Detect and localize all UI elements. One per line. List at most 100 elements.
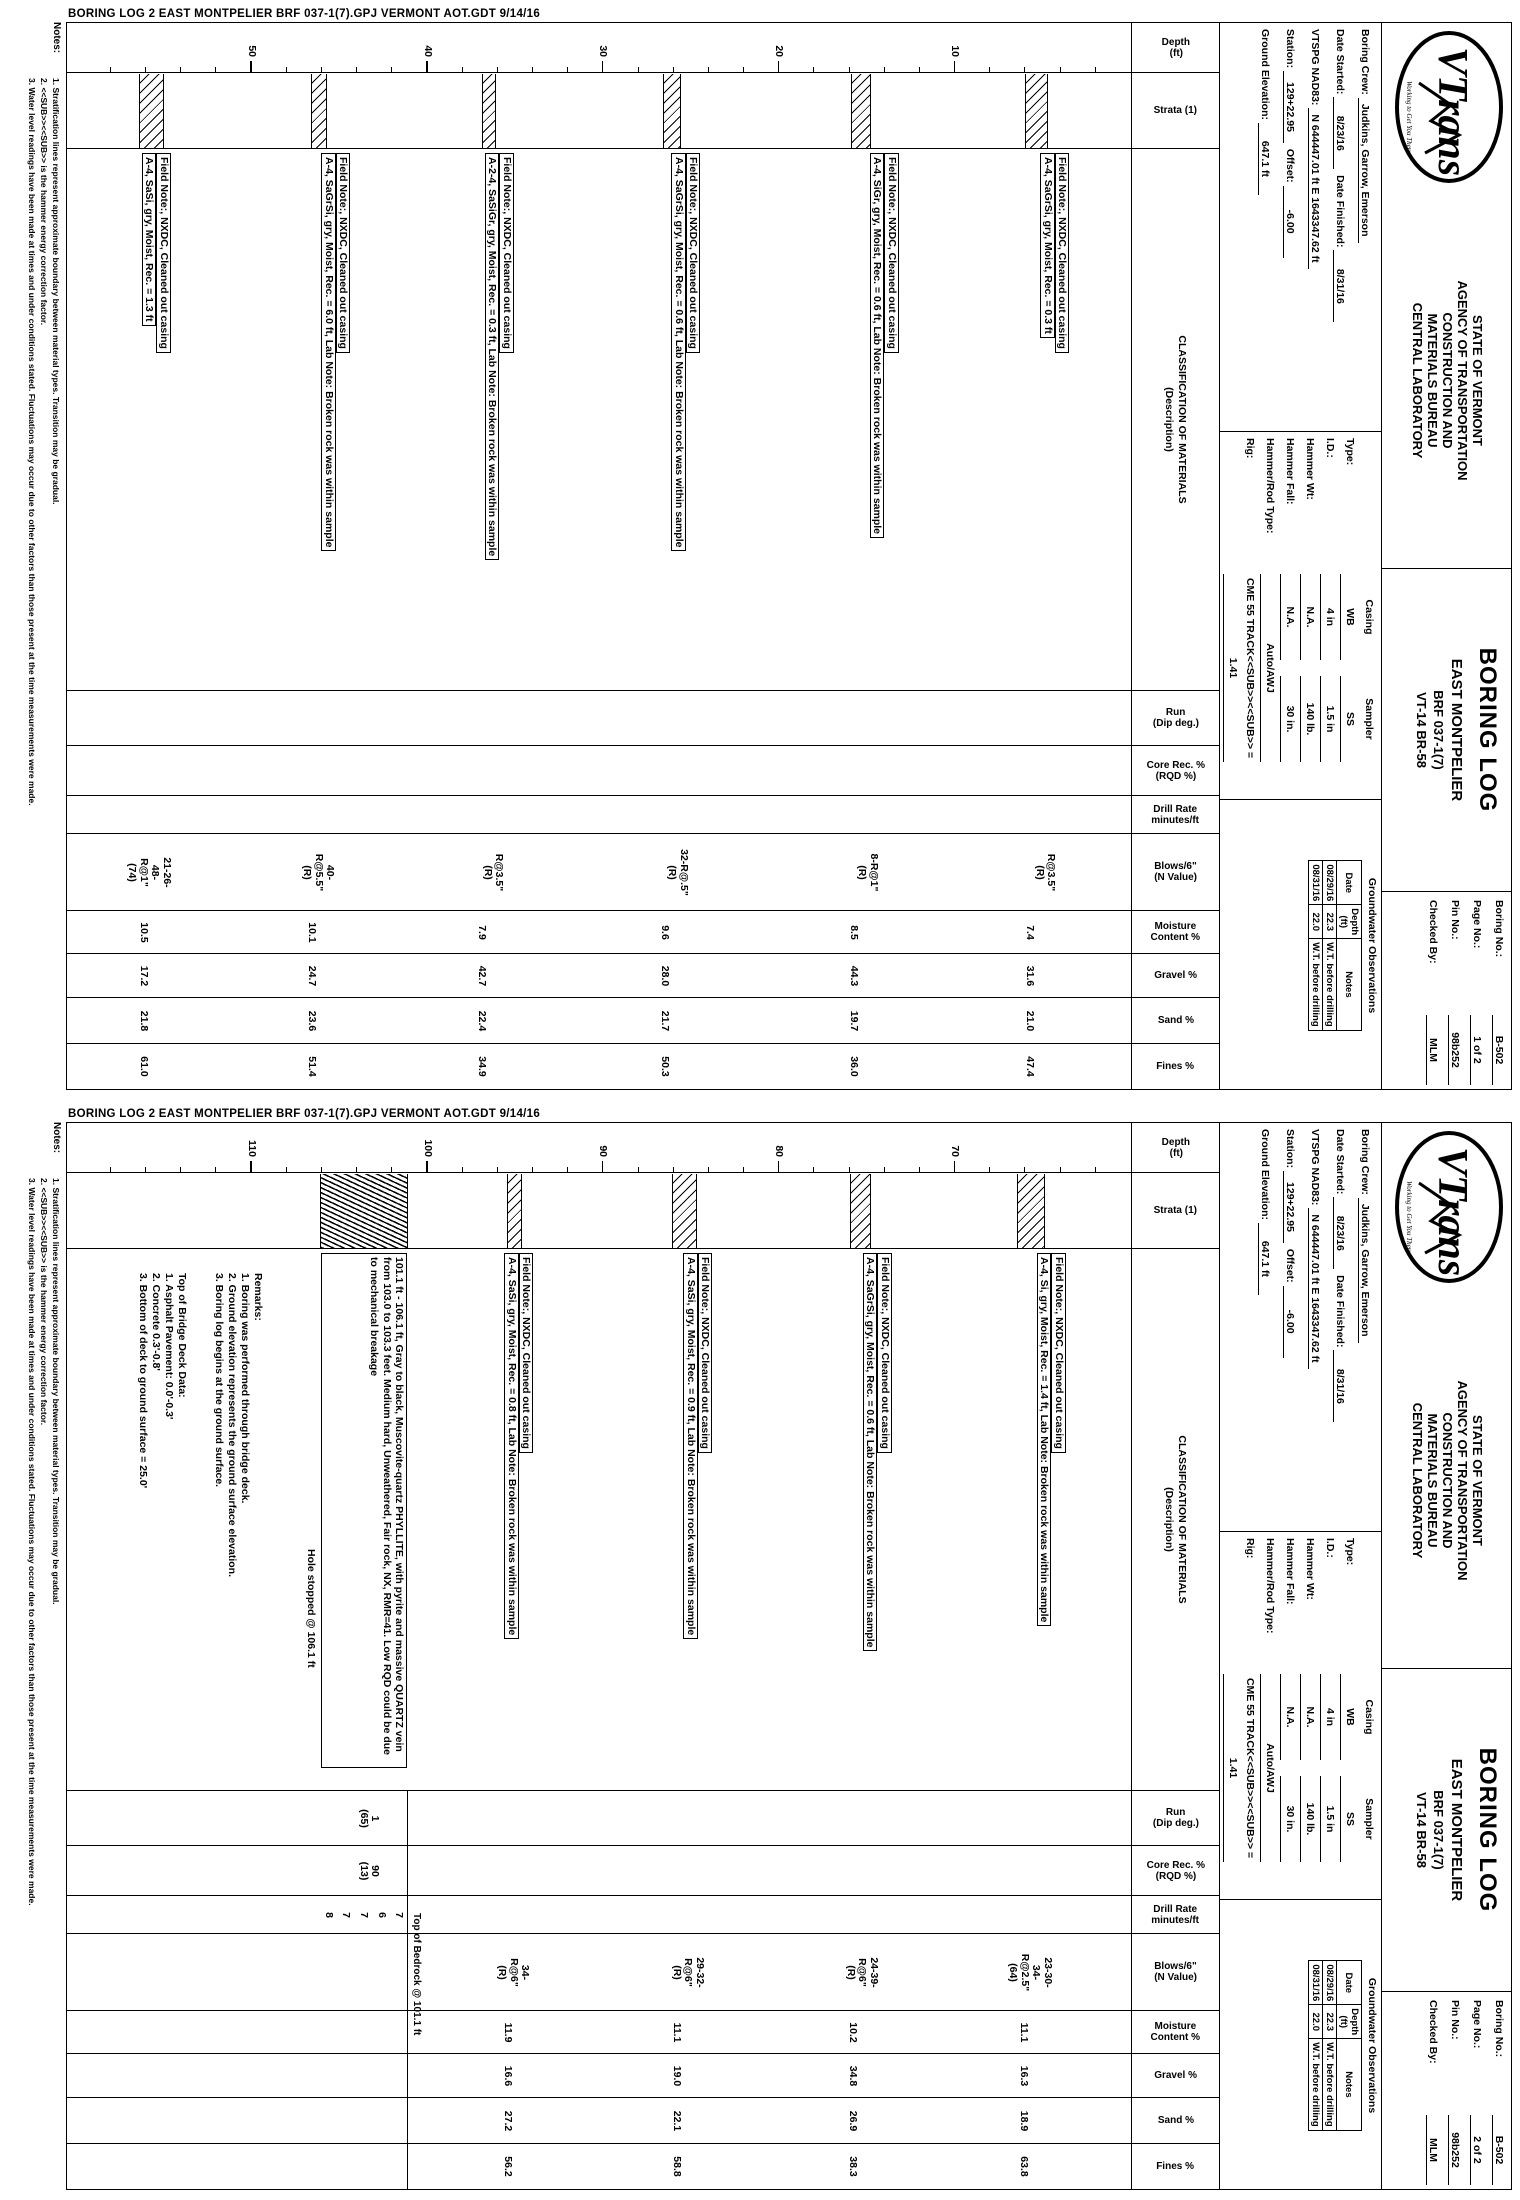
agency-block: STATE OF VERMONT AGENCY OF TRANSPORTATIO… bbox=[1382, 1293, 1511, 1668]
sand-value: 22.4 bbox=[476, 1010, 489, 1032]
gravel-value: 24.7 bbox=[306, 965, 319, 987]
depth-tick-minor bbox=[215, 1167, 217, 1172]
header-bottom-row: Boring Crew: Judkins, Garrow, Emerson Da… bbox=[1219, 1123, 1381, 2191]
rotated-sheet: BORING LOG 2 EAST MONTPELIER BRF 037-1(7… bbox=[26, 8, 1512, 1091]
agency-line: MATERIALS BUREAU bbox=[1425, 1413, 1440, 1548]
table-column-headers: Depth (ft) Strata (1) CLASSIFICATION OF … bbox=[1131, 1123, 1219, 2189]
sample-note: Field Note:, NXDC, Cleaned out casing A-2… bbox=[484, 153, 514, 561]
pin-no-label: Pin No.: bbox=[1449, 900, 1461, 940]
gw-row: 08/31/16 22.0 W.T. before drilling bbox=[1308, 1960, 1323, 2131]
boring-log-page: BORING LOG 2 EAST MONTPELIER BRF 037-1(7… bbox=[26, 8, 1512, 1091]
gravel-value: 19.0 bbox=[671, 2065, 684, 2087]
depth-tick-major bbox=[777, 1161, 780, 1172]
moisture-value: 10.2 bbox=[847, 2022, 860, 2043]
depth-tick-minor bbox=[848, 1167, 850, 1172]
groundwater-table: Date Depth (ft) Notes 08/29/16 22.3 W.T.… bbox=[1308, 1960, 1362, 2131]
run-column bbox=[67, 691, 1131, 746]
strata-hatch bbox=[663, 74, 681, 148]
gw-depth: 22.0 bbox=[1308, 904, 1323, 939]
boring-info-block: Boring No.: B-502 Page No.: 1 of 2 Pin No.… bbox=[1382, 891, 1511, 1091]
agency-block: STATE OF VERMONT AGENCY OF TRANSPORTATIO… bbox=[1382, 193, 1511, 568]
gw-date-header: Date bbox=[1336, 1960, 1362, 2005]
moisture-value: 11.1 bbox=[671, 2022, 684, 2043]
depth-tick-minor bbox=[672, 1167, 674, 1172]
ground-elevation-label: Ground Elevation: bbox=[1259, 1129, 1271, 1221]
depth-tick-major bbox=[601, 61, 604, 72]
header-fields: Boring Crew: Judkins, Garrow, Emerson Da… bbox=[1219, 1123, 1381, 1531]
svg-text:Working to Get You There: Working to Get You There bbox=[1405, 81, 1413, 153]
annotation-text: Hole stopped @ 106.1 ft bbox=[304, 1549, 317, 1668]
blows-n-value: 29-32- R@6" (R) bbox=[670, 1957, 706, 1988]
sand-value: 21.0 bbox=[1023, 1010, 1036, 1032]
depth-label: 20 bbox=[773, 45, 786, 57]
field-note: Field Note:, NXDC, Cleaned out casing bbox=[877, 1253, 892, 1453]
material-description: A-4, SaGrSi, gry, Moist, Rec. = 6.0 ft, … bbox=[321, 153, 336, 552]
hammer-fall-casing: N.A. bbox=[1280, 574, 1298, 660]
depth-tick-minor bbox=[391, 67, 393, 72]
pin-no-label: Pin No.: bbox=[1449, 2000, 1461, 2040]
moisture-value: 10.1 bbox=[306, 922, 319, 943]
fines-value: 34.9 bbox=[476, 1056, 489, 1077]
depth-tick-minor bbox=[109, 67, 111, 72]
casing-sampler-table: Casing Sampler Type: WB SS I.D.: 4 in 1.5 in … bbox=[1219, 1531, 1381, 1899]
sample-note: Field Note:, NXDC, Cleaned out casing A-4… bbox=[321, 153, 351, 552]
project-name: EAST MONTPELIER bbox=[1448, 658, 1465, 802]
top-of-bedrock-label: Top of Bedrock @ 101.1 ft bbox=[411, 1913, 423, 2036]
col-header-classification: CLASSIFICATION OF MATERIALS (Description… bbox=[1132, 1249, 1219, 1791]
sampler-header: Sampler bbox=[1363, 698, 1375, 740]
gw-note: W.T. before drilling bbox=[1308, 938, 1323, 1031]
gw-note: W.T. before drilling bbox=[1322, 2038, 1337, 2131]
page-header: VTrans Working to Get You There STATE OF… bbox=[1219, 1123, 1511, 2191]
strata-hatch bbox=[139, 74, 164, 148]
field-note: Field Note:, NXDC, Cleaned out casing bbox=[1054, 153, 1070, 353]
sample-note: Field Note:, NXDC, Cleaned out casing A-4… bbox=[504, 1253, 534, 1640]
hammer-fall-label: Hammer Fall: bbox=[1284, 438, 1296, 505]
page-header: VTrans Working to Get You There STATE OF… bbox=[1219, 23, 1511, 1091]
casing-header: Casing bbox=[1363, 1699, 1375, 1735]
depth-tick-minor bbox=[567, 1167, 569, 1172]
report-title: BORING LOG bbox=[1474, 1747, 1501, 1913]
type-label: Type: bbox=[1344, 438, 1356, 466]
offset-label: Offset: bbox=[1284, 148, 1296, 183]
crew-value: Judkins, Garrow, Emerson bbox=[1358, 97, 1371, 243]
depth-label: 90 bbox=[597, 1145, 610, 1157]
gravel-value: 17.2 bbox=[138, 965, 151, 987]
gpj-file-line: BORING LOG 2 EAST MONTPELIER BRF 037-1(7… bbox=[68, 8, 541, 20]
id-label: I.D.: bbox=[1324, 1538, 1336, 1558]
boring-no-label: Boring No.: bbox=[1493, 900, 1505, 958]
fines-column bbox=[67, 1044, 1131, 1089]
bedrock-description: 101.1 ft - 106.1 ft, Gray to black, Musc… bbox=[321, 1253, 408, 1768]
depth-tick-minor bbox=[883, 1167, 885, 1172]
bedrock-top-line bbox=[407, 1791, 409, 2189]
sand-value: 27.2 bbox=[501, 2110, 514, 2132]
drill-rate-column bbox=[67, 1896, 1131, 1934]
fines-value: 47.4 bbox=[1023, 1056, 1036, 1077]
annotation-text: Remarks: 1. Boring was performed through… bbox=[212, 1273, 264, 1577]
id-sampler: 1.5 in bbox=[1320, 1776, 1338, 1862]
gw-date: 08/31/16 bbox=[1308, 860, 1323, 905]
page-no-label: Page No.: bbox=[1471, 2000, 1483, 2049]
field-note: Field Note:, NXDC, Cleaned out casing bbox=[156, 153, 171, 353]
depth-tick-minor bbox=[637, 1167, 639, 1172]
id-label: I.D.: bbox=[1324, 438, 1336, 458]
sand-value: 18.9 bbox=[1017, 2110, 1030, 2132]
sample-note: Field Note:, NXDC, Cleaned out casing A-4… bbox=[869, 153, 899, 539]
depth-tick-minor bbox=[215, 67, 217, 72]
agency-line: CONSTRUCTION AND bbox=[1440, 1412, 1455, 1549]
notes-block: Notes: 1. Stratification lines represent… bbox=[26, 22, 62, 1090]
blows-n-value: R@3.5" (R) bbox=[481, 853, 506, 892]
gw-depth: 22.3 bbox=[1322, 904, 1337, 939]
material-description: A-2-4, SaSiGr, gry, Moist, Rec. = 0.3 ft… bbox=[484, 153, 500, 561]
strata-hatch bbox=[849, 1174, 871, 1248]
boring-no-value: B-502 bbox=[1492, 1015, 1505, 1085]
notes-lines: 1. Stratification lines represent approx… bbox=[26, 78, 62, 806]
core-rec-column bbox=[67, 1846, 1131, 1896]
boring-no-label: Boring No.: bbox=[1493, 2000, 1505, 2058]
station-value: 129+22.95 bbox=[1283, 71, 1296, 143]
fines-value: 51.4 bbox=[306, 1056, 319, 1077]
depth-tick-minor bbox=[180, 1167, 182, 1172]
hammer-fall-casing: N.A. bbox=[1280, 1674, 1298, 1760]
offset-label: Offset: bbox=[1284, 1248, 1296, 1283]
strata-hatch bbox=[311, 74, 328, 148]
crew-label: Boring Crew: bbox=[1359, 29, 1371, 95]
